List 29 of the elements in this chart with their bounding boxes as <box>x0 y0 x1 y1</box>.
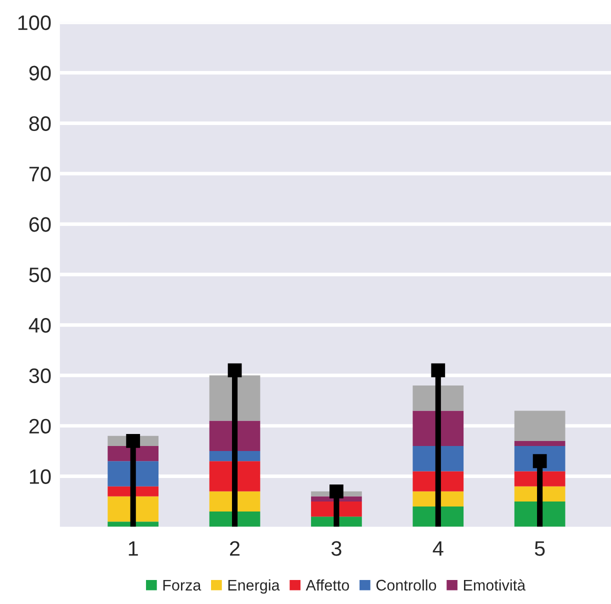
y-tick-label: 70 <box>29 166 51 182</box>
bar <box>108 461 159 486</box>
y-tick-label: 100 <box>18 15 51 30</box>
legend-label: Forza <box>163 580 202 591</box>
y-tick-label: 30 <box>29 368 51 384</box>
y-tick-label: 40 <box>28 318 51 333</box>
y-tick-label: 10 <box>30 469 51 484</box>
x-tick-label: 4 <box>432 541 444 556</box>
x-tick-label: 5 <box>534 541 545 556</box>
bar <box>514 410 566 441</box>
y-tick-label: 80 <box>29 116 51 131</box>
x-tick-label: 1 <box>128 541 138 556</box>
y-tick-label: 50 <box>29 268 51 282</box>
legend-label: Emotività <box>464 579 526 591</box>
x-tick-label: 3 <box>331 541 342 556</box>
legend-label: Affetto <box>306 579 350 591</box>
y-tick-label: 20 <box>29 418 51 434</box>
point <box>431 363 446 378</box>
point <box>330 484 344 498</box>
point <box>126 434 140 448</box>
x-tick-label: 2 <box>230 541 240 556</box>
point <box>228 363 242 378</box>
y-tick-label: 60 <box>29 217 51 232</box>
bar <box>514 440 566 446</box>
bar <box>412 471 464 492</box>
y-tick-label: 90 <box>29 66 51 81</box>
bar <box>514 471 566 486</box>
legend-label: Controllo <box>376 579 436 591</box>
legend-label: Energia <box>228 579 280 594</box>
